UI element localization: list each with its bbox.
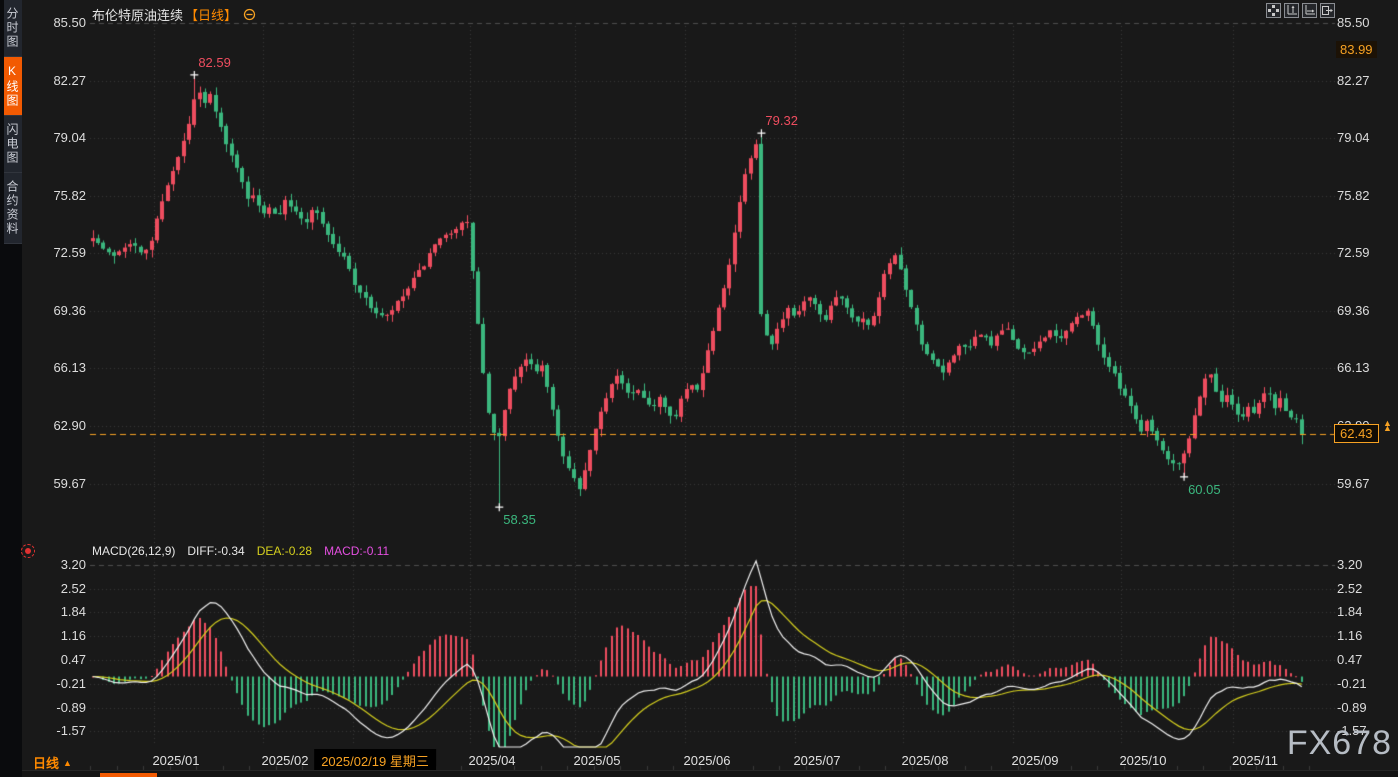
sidebar-tab-0[interactable]: 分时图 [4, 0, 22, 57]
settings-icon[interactable] [243, 8, 256, 21]
move-tool-icon [1268, 5, 1279, 16]
pan-to-latest-button[interactable] [1320, 3, 1335, 18]
x-axis-scale-icon [1305, 5, 1315, 15]
reference-price-tag: 83.99 [1336, 40, 1377, 58]
live-indicator-icon [21, 544, 35, 558]
scroll-to-latest-icon[interactable]: ▲ ▲ [1383, 418, 1392, 434]
pan-to-latest-icon [1322, 6, 1333, 15]
period-tag: 【日线】 [185, 8, 238, 23]
macd-dea-value: DEA:-0.28 [256, 544, 313, 558]
y-axis-scale-icon [1287, 5, 1297, 15]
last-price-tag: 62.43 [1334, 424, 1379, 444]
chart-titlebar: 布伦特原油连续 【日线】 [92, 5, 256, 24]
period-selector-label: 日线 [33, 756, 60, 771]
time-scrollbar-track[interactable] [22, 770, 1398, 777]
watermark: FX678 [1286, 724, 1392, 762]
sidebar: 分时图 K线图 闪电图 合约资料 [0, 0, 22, 777]
move-tool-button[interactable] [1266, 3, 1281, 18]
sidebar-tab-1[interactable]: K线图 [4, 57, 22, 116]
chart-toolbar [1266, 3, 1335, 18]
period-selector[interactable]: 日线 ▲ [33, 753, 72, 772]
sidebar-tab-3[interactable]: 合约资料 [4, 173, 22, 244]
macd-diff-value: DIFF:-0.34 [187, 544, 245, 558]
sidebar-tab-2[interactable]: 闪电图 [4, 116, 22, 173]
x-axis-scale-button[interactable] [1302, 3, 1317, 18]
macd-params-label: MACD(26,12,9) [92, 544, 176, 558]
y-axis-scale-button[interactable] [1284, 3, 1299, 18]
instrument-title: 布伦特原油连续 [92, 8, 184, 23]
macd-legend: MACD(26,12,9) DIFF:-0.34 DEA:-0.28 MACD:… [92, 544, 389, 558]
macd-macd-value: MACD:-0.11 [324, 544, 390, 558]
time-scrollbar-handle[interactable] [100, 773, 157, 777]
period-selector-arrow-icon: ▲ [63, 757, 72, 768]
